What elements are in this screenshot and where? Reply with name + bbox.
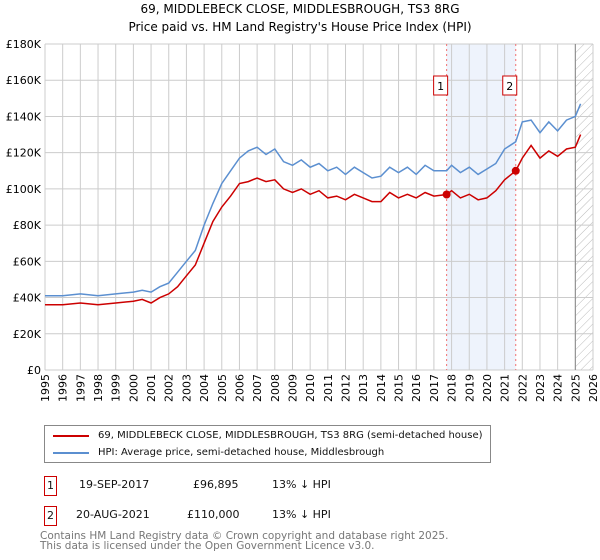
x-tick-label: 1995 [39, 374, 52, 402]
sale-marker-box [433, 75, 449, 96]
x-tick-label: 2024 [552, 374, 565, 402]
y-tick-label: £120K [6, 147, 42, 160]
x-tick-label: 2001 [145, 374, 158, 402]
transaction-price: £96,895 [193, 478, 239, 491]
x-tick-label: 2025 [569, 374, 582, 402]
x-tick-label: 2010 [304, 374, 317, 402]
transaction-date: 19-SEP-2017 [79, 478, 150, 491]
x-tick-label: 2019 [463, 374, 476, 402]
sale-point [511, 166, 520, 175]
x-tick-label: 2022 [516, 374, 529, 402]
red-line-swatch [53, 434, 89, 437]
x-tick-label: 2021 [499, 374, 512, 402]
hpi-line [45, 103, 582, 297]
legend-item-hpi: HPI: Average price, semi-detached house,… [53, 447, 384, 458]
x-tick-label: 2007 [251, 374, 264, 402]
x-tick-label: 2006 [233, 374, 246, 402]
x-tick-label: 2015 [393, 374, 406, 402]
chart-subtitle: Price paid vs. HM Land Registry's House … [128, 20, 471, 34]
x-tick-label: 2014 [375, 374, 388, 402]
x-tick-label: 2002 [163, 374, 176, 402]
y-tick-label: £180K [6, 38, 42, 51]
transaction-hpi: 13% ↓ HPI [272, 478, 331, 491]
legend-label: 69, MIDDLEBECK CLOSE, MIDDLESBROUGH, TS3… [98, 430, 483, 441]
sale-marker-label: 2 [506, 80, 513, 93]
x-tick-label: 2017 [428, 374, 441, 402]
marker-badge: 2 [44, 506, 57, 526]
sale-marker-label: 1 [437, 80, 444, 93]
y-tick-label: £100K [6, 183, 42, 196]
blue-line-swatch [53, 451, 89, 454]
transaction-hpi: 13% ↓ HPI [272, 508, 331, 521]
x-tick-label: 2013 [357, 374, 370, 402]
y-tick-label: £160K [6, 74, 42, 87]
legend-label: HPI: Average price, semi-detached house,… [98, 447, 385, 458]
x-tick-label: 2023 [534, 374, 547, 402]
transaction-price: £110,000 [187, 508, 240, 521]
footer-copyright: Contains HM Land Registry data © Crown c… [40, 530, 449, 542]
x-tick-label: 2018 [446, 374, 459, 402]
footer: Contains HM Land Registry data © Crown c… [40, 530, 449, 552]
sale-marker-box [502, 75, 518, 96]
x-tick-label: 2011 [322, 374, 335, 402]
x-tick-label: 2016 [410, 374, 423, 402]
price-chart: 69, MIDDLEBECK CLOSE, MIDDLESBROUGH, TS3… [6, 2, 600, 402]
x-tick-label: 1997 [74, 374, 87, 402]
transaction-date: 20-AUG-2021 [76, 508, 150, 521]
x-tick-label: 1999 [110, 374, 123, 402]
price-paid-line [45, 134, 582, 306]
sale-point [442, 190, 451, 199]
x-tick-label: 1998 [92, 374, 105, 402]
legend-item-property: 69, MIDDLEBECK CLOSE, MIDDLESBROUGH, TS3… [53, 430, 483, 441]
x-tick-label: 2000 [127, 374, 140, 402]
x-tick-label: 2012 [340, 374, 353, 402]
y-tick-label: £60K [13, 255, 42, 268]
x-tick-label: 1996 [57, 374, 70, 402]
x-tick-label: 2003 [180, 374, 193, 402]
chart-title: 69, MIDDLEBECK CLOSE, MIDDLESBROUGH, TS3… [140, 2, 459, 16]
footer-licence: This data is licensed under the Open Gov… [40, 540, 375, 552]
y-tick-label: £80K [13, 219, 42, 232]
y-tick-label: £0 [27, 364, 41, 377]
y-tick-label: £20K [13, 328, 42, 341]
x-tick-label: 2026 [587, 374, 600, 402]
legend: 69, MIDDLEBECK CLOSE, MIDDLESBROUGH, TS3… [44, 425, 491, 463]
marker-badge: 1 [44, 476, 57, 496]
x-tick-label: 2008 [269, 374, 282, 402]
y-tick-label: £140K [6, 110, 42, 123]
x-tick-label: 2004 [198, 374, 211, 402]
x-tick-label: 2009 [286, 374, 299, 402]
x-tick-label: 2005 [216, 374, 229, 402]
y-tick-label: £40K [13, 292, 42, 305]
forecast-hatch [575, 44, 593, 370]
x-tick-label: 2020 [481, 374, 494, 402]
